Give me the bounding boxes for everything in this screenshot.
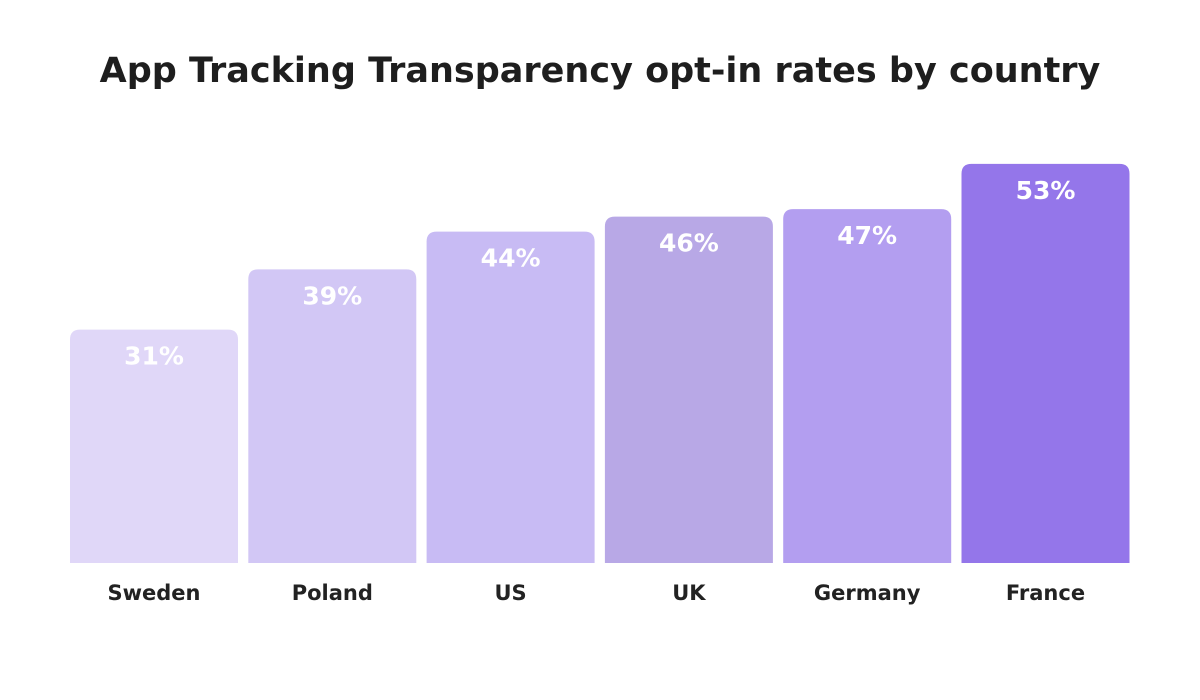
bar [604,216,773,563]
bar [783,209,952,563]
value-label: 46% [659,229,719,258]
value-label: 53% [1016,176,1076,205]
bar [426,231,595,563]
value-label: 39% [302,281,362,310]
x-tick-label: Poland [292,581,373,605]
value-label: 31% [124,342,184,371]
x-tick-label: UK [672,581,706,605]
bar [70,329,238,563]
x-tick-label: France [1006,581,1085,605]
x-tick-label: US [495,581,527,605]
bar [248,269,417,563]
x-tick-label: Germany [814,581,921,605]
value-label: 47% [837,221,897,250]
bar [961,163,1130,563]
chart-title: App Tracking Transparency opt-in rates b… [100,51,1101,91]
x-tick-label: Sweden [108,581,201,605]
value-label: 44% [481,244,541,273]
